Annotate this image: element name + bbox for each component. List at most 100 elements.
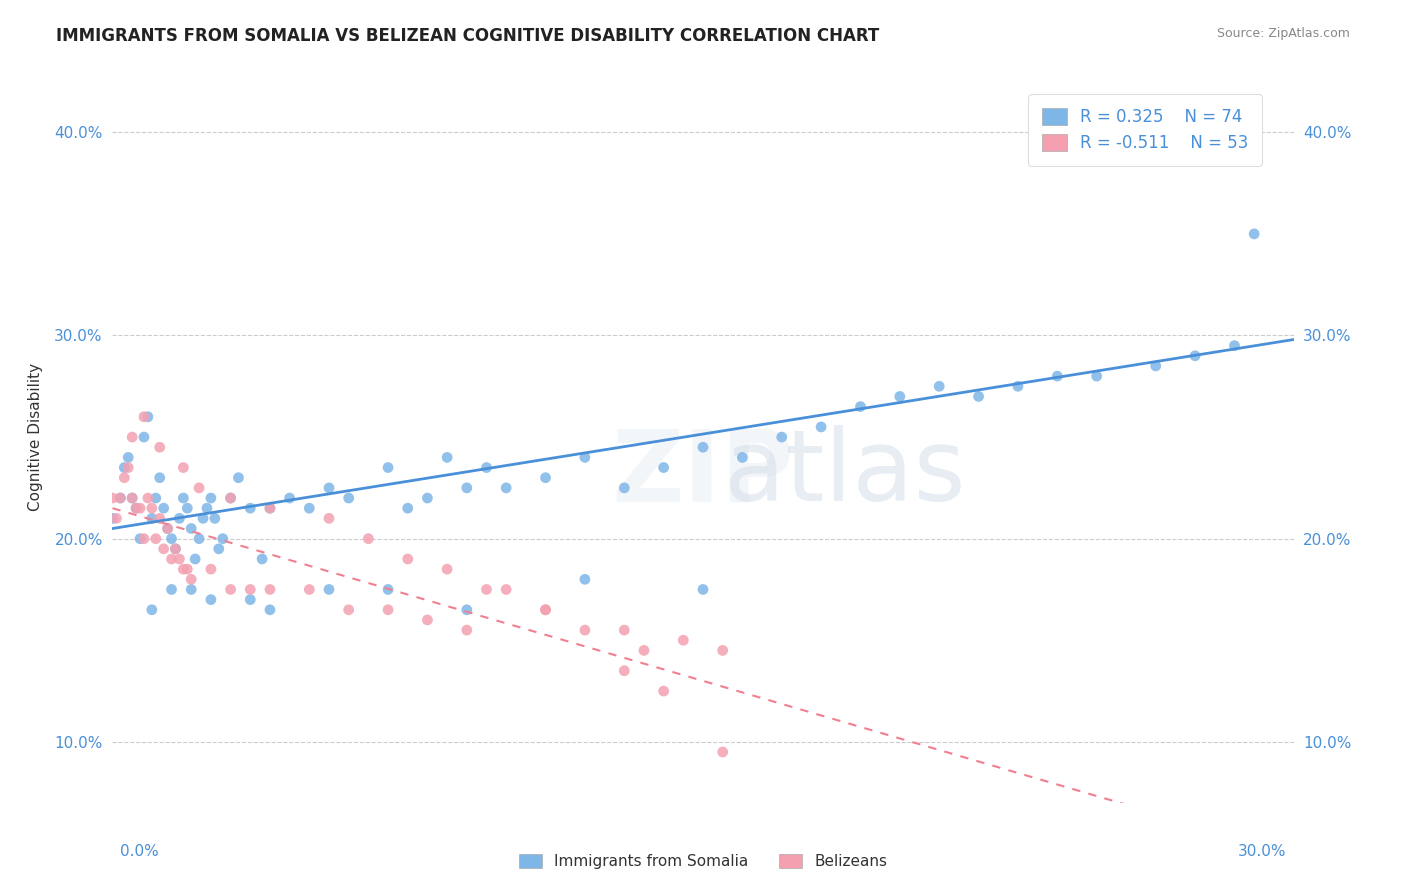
Point [200,562,222,576]
Point [121,491,143,505]
Text: IMMIGRANTS FROM SOMALIA VS BELIZEAN COGNITIVE DISABILITY CORRELATION CHART: IMMIGRANTS FROM SOMALIA VS BELIZEAN COGN… [56,27,880,45]
Point [652,684,675,698]
Point [200,491,222,505]
Point [121,430,143,444]
Point [259,501,281,516]
Point [357,532,380,546]
Point [141,511,163,525]
Point [172,562,194,576]
Point [298,501,321,516]
Point [160,582,183,597]
Point [416,613,439,627]
Point [117,460,139,475]
Point [495,481,517,495]
Point [377,582,399,597]
Point [692,582,714,597]
Point [172,460,194,475]
Text: atlas: atlas [724,425,966,522]
Legend: Immigrants from Somalia, Belizeans: Immigrants from Somalia, Belizeans [513,848,893,875]
Point [475,582,498,597]
Point [129,501,152,516]
Point [377,460,399,475]
Point [176,562,198,576]
Point [574,623,596,637]
Point [534,603,557,617]
Point [534,603,557,617]
Point [731,450,754,465]
Point [298,582,321,597]
Point [475,460,498,475]
Point [112,460,135,475]
Point [711,643,734,657]
Text: ZIP: ZIP [612,425,794,522]
Point [152,501,174,516]
Point [889,389,911,403]
Point [200,592,222,607]
Point [110,491,132,505]
Point [145,491,167,505]
Point [337,603,360,617]
Legend: R = 0.325    N = 74, R = -0.511    N = 53: R = 0.325 N = 74, R = -0.511 N = 53 [1028,95,1261,166]
Point [436,562,458,576]
Point [129,532,152,546]
Point [613,623,636,637]
Text: 30.0%: 30.0% [1239,845,1286,859]
Point [149,471,172,485]
Point [219,582,242,597]
Point [125,501,148,516]
Point [416,491,439,505]
Point [259,603,281,617]
Point [259,582,281,597]
Text: 0.0%: 0.0% [120,845,159,859]
Point [156,521,179,535]
Point [121,491,143,505]
Point [219,491,242,505]
Point [169,511,191,525]
Point [810,420,832,434]
Point [278,491,301,505]
Point [849,400,872,414]
Text: Source: ZipAtlas.com: Source: ZipAtlas.com [1216,27,1350,40]
Point [145,532,167,546]
Point [228,471,250,485]
Point [141,603,163,617]
Point [149,440,172,454]
Point [495,582,517,597]
Point [1223,339,1246,353]
Point [160,552,183,566]
Point [1184,349,1206,363]
Point [672,633,695,648]
Point [184,552,207,566]
Point [125,501,148,516]
Point [132,532,155,546]
Point [132,409,155,424]
Point [456,481,478,495]
Point [180,572,202,586]
Point [456,603,478,617]
Point [136,409,159,424]
Point [141,501,163,516]
Point [652,460,675,475]
Point [1046,369,1069,384]
Point [1243,227,1265,241]
Point [136,491,159,505]
Point [191,511,214,525]
Point [152,541,174,556]
Point [318,582,340,597]
Point [239,582,262,597]
Point [574,450,596,465]
Point [928,379,950,393]
Point [436,450,458,465]
Point [337,491,360,505]
Point [101,511,124,525]
Point [633,643,655,657]
Point [1085,369,1108,384]
Point [219,491,242,505]
Point [967,389,990,403]
Point [101,491,124,505]
Point [180,582,202,597]
Point [117,450,139,465]
Point [156,521,179,535]
Point [180,521,202,535]
Point [711,745,734,759]
